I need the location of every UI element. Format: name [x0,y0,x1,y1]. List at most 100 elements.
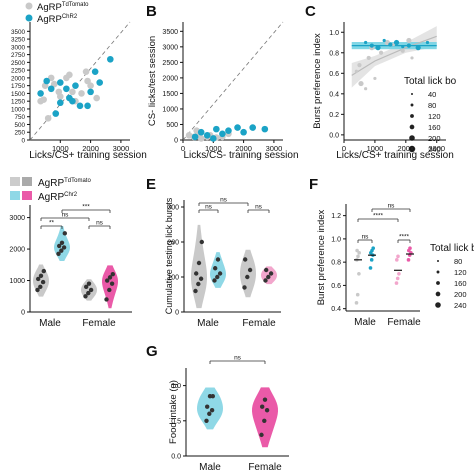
significance-label: ns [234,355,242,362]
y-axis-label-c: Burst preference index [312,33,323,129]
y-tick-label-c: 0.2 [329,112,339,119]
point-e [242,285,247,290]
point-e [263,278,268,283]
point-g [259,432,264,438]
point-f [356,254,360,259]
point-c [382,38,386,43]
point-g [264,408,270,413]
point-f [355,292,360,297]
y-tick-label-a: 1250 [11,99,26,106]
fit-line-tdtomato [351,35,437,76]
lick-legend-value: 200 [454,290,467,299]
point-e [215,257,221,262]
y-tick-label-d: 1000 [9,278,25,285]
point-c [364,40,368,45]
violin-e [240,249,256,298]
point-g [262,397,268,402]
point-e [196,281,201,287]
lick-legend-value: 120 [454,268,467,277]
point-f [396,254,400,259]
lick-legend-dot [436,281,440,285]
point-a [69,97,76,105]
point-c [354,69,358,73]
panel-c: 0.0 0.2 0.4 0.6 0.8 1.0 0 1000 2000 3000Licks/CS+… [312,22,454,161]
lick-legend-dot [410,103,414,107]
significance-label: ns [388,203,396,210]
point-f [395,258,399,262]
legend-top-label-tdtomato: AgRPTdTomato [37,2,89,13]
point-c [369,43,374,48]
point-d [83,294,88,299]
point-g [262,418,267,423]
point-e [268,271,274,276]
significance-label: ns [255,204,263,211]
x-tick-label-c: 1000 [367,144,384,153]
significance-label: ns [362,234,370,241]
point-a [93,94,100,102]
lick-legend-dot [411,93,413,95]
significance-label: ** [49,220,55,227]
point-c [391,42,396,47]
x-tick-label-c: 0 [342,144,346,153]
y-tick-label-a: 3250 [11,37,26,44]
y-tick-label-f: 1.0 [331,236,341,243]
point-a [66,71,73,79]
point-a [50,80,58,88]
lick-legend-value: 160 [428,123,441,132]
panel-a: 0250500750100012501500175020002250250027… [11,21,147,161]
point-e [264,267,269,273]
y-axis-label-b: CS- licks/test session [147,36,158,126]
x-tick-label-a: 2000 [82,144,99,153]
point-d [109,281,115,286]
point-f [371,246,376,250]
point-d [88,287,94,293]
lick-legend-dot [409,135,415,141]
lick-legend-value: 40 [428,90,436,99]
lick-legend-value: 160 [454,279,467,288]
panel-letter-g: G [146,343,158,360]
point-d [35,287,40,293]
category-label-male: Male [39,318,61,329]
y-tick-label-e: 300 [167,205,179,212]
point-a [91,68,99,75]
point-d [41,268,46,274]
point-c [375,45,381,51]
point-b [219,130,226,138]
y-tick-label-a: 500 [14,122,25,129]
category-label-female: Female [248,462,282,473]
point-a [78,90,85,97]
point-a [107,55,114,63]
point-c [388,42,393,47]
lick-legend-dot [435,291,441,297]
y-tick-label-a: 1750 [11,83,26,90]
x-tick-label-a: 3000 [113,144,130,153]
x-tick-label-b: 0 [181,144,185,153]
point-f [397,271,401,276]
category-label-male: Male [354,317,376,328]
point-e [212,278,217,283]
point-d [107,275,113,280]
category-label-male: Male [197,318,219,329]
point-e [243,257,248,262]
x-axis-label-c: Licks/CS+ training session [336,150,454,161]
panel-f: 0.4 0.6 0.8 1.0 1.2 ns **** **** ns Male Female Bur… [316,203,421,329]
point-e [199,239,204,245]
point-c [406,43,412,48]
lick-legend-value: 200 [428,134,441,143]
x-axis-label-b: Licks/CS- training session [183,150,298,161]
violin-g [252,387,278,448]
point-b [203,132,211,139]
lick-legend-dot [435,302,441,308]
y-tick-label-e: 0 [175,310,179,317]
point-d [57,243,62,249]
significance-label: ns [96,220,104,227]
point-c [373,76,377,81]
point-f [395,276,400,281]
point-a [87,88,94,96]
point-d [107,287,112,293]
y-tick-label-f: 0.8 [331,260,341,267]
point-c [393,39,400,46]
lick-size-legend-c: Total lick bo 40 80 120 160 200 240 [404,76,457,154]
point-a [72,82,79,89]
point-a [84,102,91,110]
